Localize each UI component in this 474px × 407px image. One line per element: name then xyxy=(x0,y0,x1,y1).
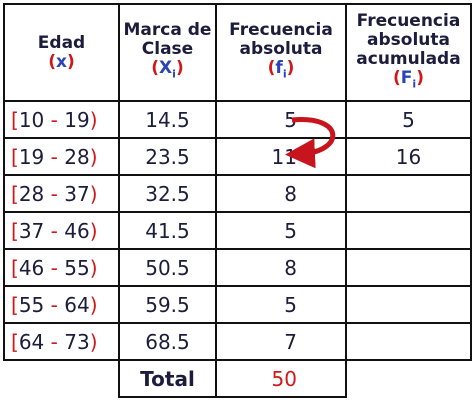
total-label: Total xyxy=(118,359,217,398)
header-title: Edad xyxy=(37,32,86,53)
header-cell: Edad (x) xyxy=(3,3,120,102)
table-row: [10 - 19) 14.5 5 5 xyxy=(3,100,472,139)
cell: 23.5 xyxy=(118,137,217,176)
cell: 11 xyxy=(215,137,347,176)
cell: 8 xyxy=(215,174,347,213)
header-title: Frecuencia absoluta acumulada xyxy=(356,10,461,69)
cell xyxy=(345,285,472,324)
cell xyxy=(345,174,472,213)
cell: 16 xyxy=(345,137,472,176)
table-row: [37 - 46) 41.5 5 xyxy=(3,211,472,250)
cell: 32.5 xyxy=(118,174,217,213)
header-title: Marca de Clase xyxy=(123,20,212,60)
paren: ) xyxy=(66,51,75,72)
cell xyxy=(345,211,472,250)
paren: ) xyxy=(286,58,295,79)
paren: ( xyxy=(48,51,57,72)
symbol: f xyxy=(275,58,283,79)
header-cell: Frecuencia absoluta (fi) xyxy=(215,3,347,102)
symbol: i xyxy=(282,67,287,81)
table-row: [46 - 55) 50.5 8 xyxy=(3,248,472,287)
table-row: [64 - 73) 68.5 7 xyxy=(3,322,472,361)
cell xyxy=(345,248,472,287)
cell: [55 - 64) xyxy=(3,285,120,324)
header-symbol: (x) xyxy=(5,51,118,72)
header-symbol: (Fi) xyxy=(347,67,470,93)
cell: [64 - 73) xyxy=(3,322,120,361)
table-body: [10 - 19) 14.5 5 5 [19 - 28) 23.5 11 16 [28 - 37… xyxy=(3,100,472,398)
frequency-table: Edad (x) Marca de Clase (Xi) Frecuencia abso… xyxy=(3,3,472,398)
cell: 14.5 xyxy=(118,100,217,139)
symbol: x xyxy=(56,51,67,72)
header-row: Edad (x) Marca de Clase (Xi) Frecuencia abso… xyxy=(3,3,472,102)
cell: 5 xyxy=(345,100,472,139)
cell: [37 - 46) xyxy=(3,211,120,250)
paren: ( xyxy=(267,58,276,79)
symbol: i xyxy=(172,67,176,81)
table-row: [55 - 64) 59.5 5 xyxy=(3,285,472,324)
cell: 8 xyxy=(215,248,347,287)
symbol: X xyxy=(159,58,173,79)
paren: ) xyxy=(175,58,184,79)
empty xyxy=(346,360,471,397)
cell: 41.5 xyxy=(118,211,217,250)
total-value: 50 xyxy=(215,359,347,398)
cell: 68.5 xyxy=(118,322,217,361)
symbol: i xyxy=(412,77,417,91)
paren: ) xyxy=(416,67,424,88)
cell: 5 xyxy=(215,100,347,139)
cell: 50.5 xyxy=(118,248,217,287)
cell: [19 - 28) xyxy=(3,137,120,176)
header-symbol: (Xi) xyxy=(120,59,215,83)
cell: 5 xyxy=(215,285,347,324)
header-symbol: (fi) xyxy=(217,59,345,83)
header-cell: Frecuencia absoluta acumulada (Fi) xyxy=(345,3,472,102)
cell: 7 xyxy=(215,322,347,361)
table-row: [19 - 28) 23.5 11 16 xyxy=(3,137,472,176)
cell: 5 xyxy=(215,211,347,250)
cell: [10 - 19) xyxy=(3,100,120,139)
header-cell: Marca de Clase (Xi) xyxy=(118,3,217,102)
cell: [28 - 37) xyxy=(3,174,120,213)
header-title: Frecuencia absoluta xyxy=(229,20,333,60)
cell: [46 - 55) xyxy=(3,248,120,287)
table-row: [28 - 37) 32.5 8 xyxy=(3,174,472,213)
cell: 59.5 xyxy=(118,285,217,324)
paren: ( xyxy=(393,67,401,88)
total-row: Total 50 xyxy=(4,359,471,398)
paren: ( xyxy=(151,58,160,79)
empty xyxy=(4,360,119,397)
cell xyxy=(345,322,472,361)
symbol: F xyxy=(400,67,413,88)
